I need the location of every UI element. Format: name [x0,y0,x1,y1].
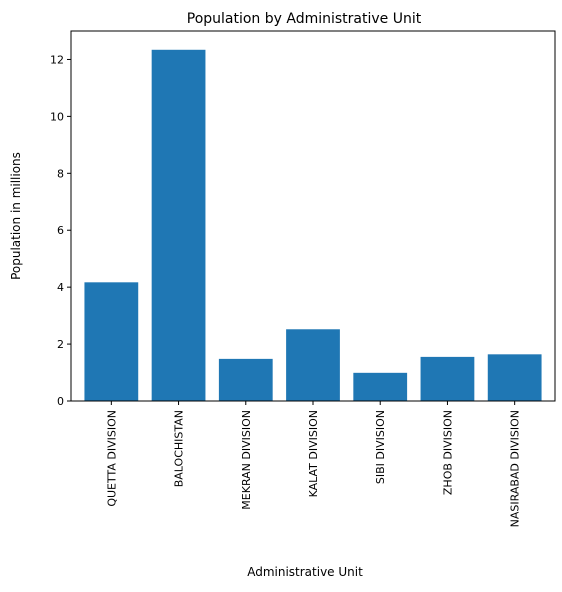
y-tick-label: 2 [57,338,64,351]
y-tick-label: 8 [57,167,64,180]
y-tick-label: 4 [57,281,64,294]
y-tick-label: 0 [57,395,64,408]
chart-title: Population by Administrative Unit [187,11,422,27]
bar-kalat-division [286,329,340,401]
bar-sibi-division [353,373,407,401]
y-tick-label: 6 [57,224,64,237]
bar-nasirabad-division [488,354,542,401]
y-axis: 0 2 4 6 8 10 12 [50,53,71,408]
bars [84,50,541,401]
x-tick-label: KALAT DIVISION [307,410,320,497]
x-tick-label: BALOCHISTAN [173,410,186,487]
y-axis-label: Population in millions [9,152,23,280]
y-tick-label: 12 [50,53,64,66]
x-axis: QUETTA DIVISION BALOCHISTAN MEKRAN DIVISIO… [105,401,521,527]
bar-mekran-division [219,359,273,401]
x-axis-label: Administrative Unit [247,565,363,579]
bar-balochistan [152,50,206,401]
bar-zhob-division [421,357,475,401]
x-tick-label: SIBI DIVISION [374,410,387,484]
y-tick-label: 10 [50,110,64,123]
x-tick-label: ZHOB DIVISION [441,410,454,495]
x-tick-label: QUETTA DIVISION [105,410,118,507]
x-tick-label: NASIRABAD DIVISION [509,410,522,527]
x-tick-label: MEKRAN DIVISION [240,410,253,510]
bar-quetta-division [84,282,138,401]
